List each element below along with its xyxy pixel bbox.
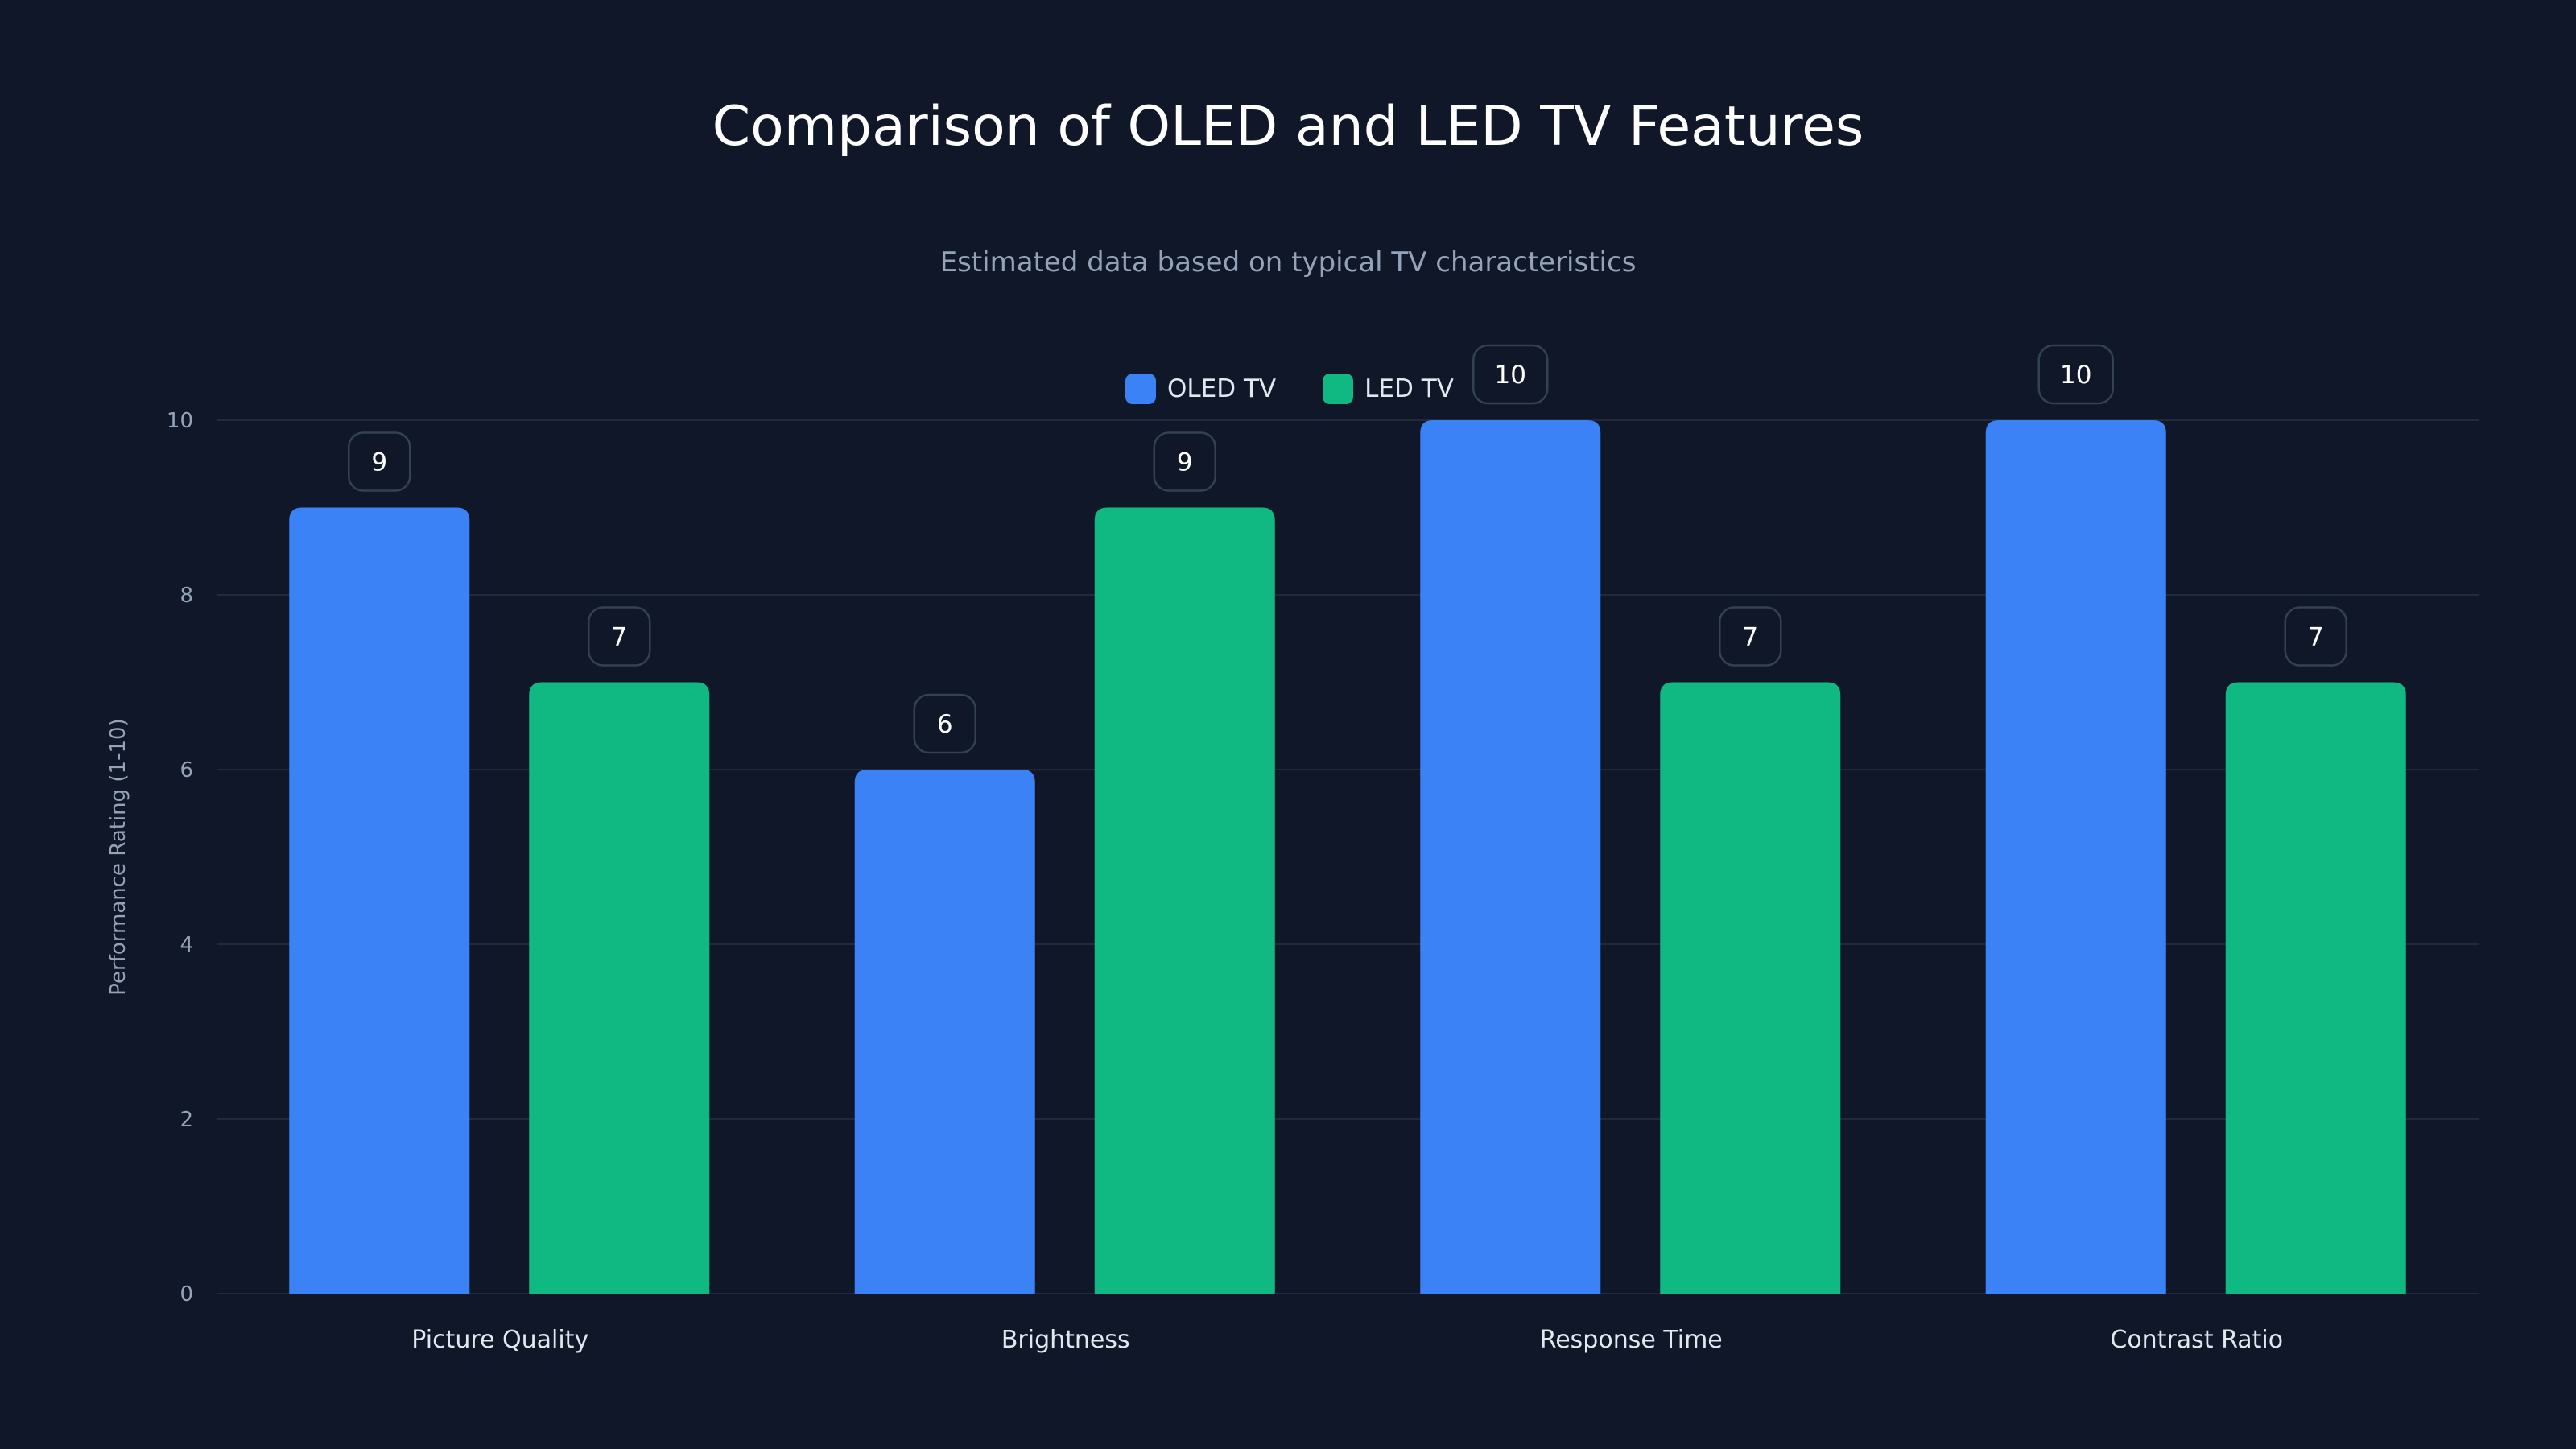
bar-oled <box>1985 420 2166 1294</box>
chart-subtitle: Estimated data based on typical TV chara… <box>939 246 1637 279</box>
y-tick-label: 0 <box>180 1282 193 1307</box>
data-label: 9 <box>1177 448 1193 477</box>
y-tick-label: 8 <box>180 584 193 608</box>
data-label: 10 <box>1495 361 1526 390</box>
data-label: 7 <box>611 623 627 652</box>
data-label: 10 <box>2060 361 2091 390</box>
legend-item-led[interactable]: LED TV <box>1323 374 1454 404</box>
bar-led <box>529 682 710 1294</box>
data-label-box <box>913 693 976 754</box>
chart-title: Comparison of OLED and LED TV Features <box>712 95 1864 159</box>
data-label: 6 <box>937 710 953 739</box>
x-tick-label: Picture Quality <box>411 1326 588 1354</box>
data-label-box <box>1153 431 1216 492</box>
legend-swatch-oled <box>1125 374 1156 404</box>
legend-item-oled[interactable]: OLED TV <box>1125 374 1276 404</box>
y-tick-label: 10 <box>167 409 193 433</box>
bar-led <box>1660 682 1841 1294</box>
bar-oled <box>1420 420 1601 1294</box>
bar-led <box>1094 507 1275 1294</box>
x-tick-label: Response Time <box>1540 1326 1723 1354</box>
data-label-box <box>348 431 411 492</box>
legend: OLED TV LED TV <box>1125 374 1454 404</box>
y-axis-label: Performance Rating (1-10) <box>106 718 130 995</box>
data-label-box <box>2037 344 2114 405</box>
bar-oled <box>289 507 470 1294</box>
y-tick-label: 2 <box>180 1108 193 1132</box>
data-label-box <box>1719 606 1782 667</box>
data-label: 9 <box>371 448 387 477</box>
legend-label-oled: OLED TV <box>1167 374 1277 403</box>
y-tick-label: 6 <box>180 758 193 782</box>
x-tick-label: Contrast Ratio <box>2110 1326 2283 1354</box>
bar-led <box>2225 682 2406 1294</box>
legend-label-led: LED TV <box>1364 374 1454 403</box>
data-label-box <box>588 606 651 667</box>
data-label-box <box>2284 606 2347 667</box>
legend-swatch-led <box>1323 374 1354 404</box>
data-label: 7 <box>2308 623 2324 652</box>
data-label-box <box>1472 344 1549 405</box>
bar-oled <box>854 770 1035 1294</box>
data-label: 7 <box>1742 623 1758 652</box>
y-tick-label: 4 <box>180 933 193 957</box>
x-tick-label: Brightness <box>1001 1326 1130 1354</box>
